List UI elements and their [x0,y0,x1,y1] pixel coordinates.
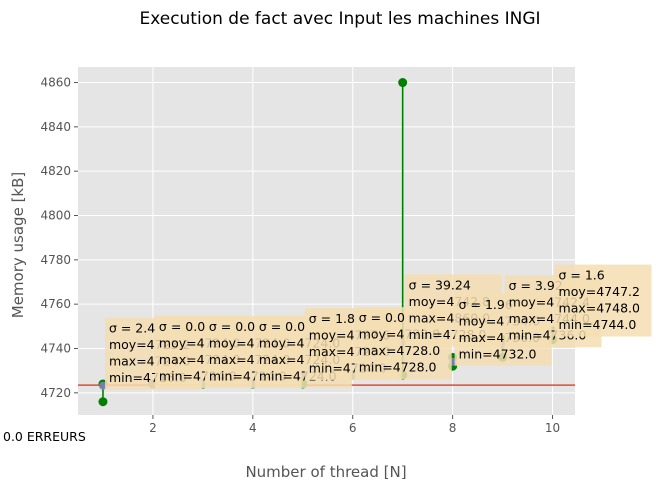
x-axis-ticks: 2 4 6 8 10 [149,415,560,435]
x-tick-label: 4 [249,421,257,435]
annotation-line: σ = 3.92 [509,278,563,293]
min-point [98,397,108,407]
max-point [398,78,408,88]
chart-title: Execution de fact avec Input les machine… [139,9,540,29]
y-axis-label: Memory usage [kB] [9,172,27,318]
y-tick-label: 4780 [40,253,71,267]
annotation-line: σ = 2.4 [109,321,155,336]
annotation-line: moy=4747.2 [559,284,640,299]
annotation-line: σ = 0.0 [159,319,205,334]
annotation-line: min=4732.0 [459,346,537,361]
y-tick-label: 4720 [40,386,71,400]
annotation-line: max=4728.0 [359,343,440,358]
annotation-line: σ = 39.24 [409,277,471,292]
y-tick-label: 4840 [40,120,71,134]
x-axis-label: Number of thread [N] [245,463,406,481]
y-tick-label: 4800 [40,209,71,223]
x-tick-label: 2 [149,421,157,435]
x-tick-label: 6 [349,421,357,435]
grid [78,67,575,415]
annotation-line: σ = 1.8 [309,311,355,326]
x-tick-label: 10 [545,421,560,435]
annotation-line: σ = 1.96 [459,297,513,312]
y-tick-label: 4820 [40,164,71,178]
annotation-line: σ = 0.0 [259,319,305,334]
annotation-line: min=4728.0 [359,360,437,375]
annotation-line: σ = 0.0 [359,310,405,325]
y-axis-ticks: 4720 4740 4760 4780 4800 4820 4840 4860 [40,76,78,400]
x-tick-label: 8 [449,421,457,435]
y-tick-label: 4760 [40,297,71,311]
y-tick-label: 4860 [40,76,71,90]
annotation-line: σ = 0.0 [209,319,255,334]
annotation-line: σ = 1.6 [559,268,605,283]
footer-errors-text: 0.0 ERREURS [3,429,86,444]
annotation-background [554,264,652,337]
annotation-line: max=4748.0 [559,301,640,316]
annotation-line: min=4744.0 [559,317,637,332]
y-tick-label: 4740 [40,342,71,356]
